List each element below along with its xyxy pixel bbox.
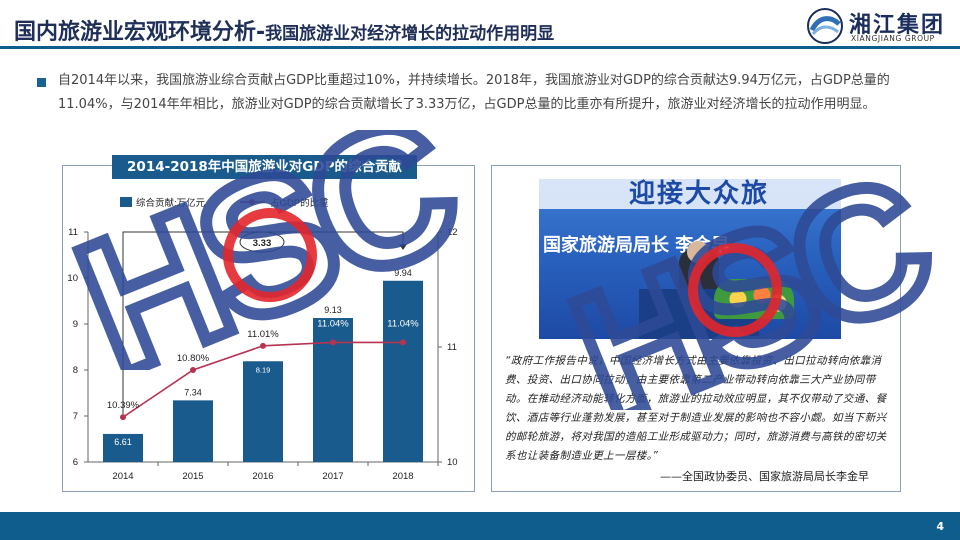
body-paragraph: 自2014年以来，我国旅游业综合贡献占GDP比重超过10%，并持续增长。2018… — [58, 73, 890, 112]
y-left-tick-label: 6 — [73, 457, 78, 468]
bar — [173, 400, 213, 462]
bar-value-label: 9.13 — [324, 305, 342, 315]
x-tick-label: 2017 — [322, 471, 343, 482]
photo-banner-text: 迎接大众旅 — [629, 179, 770, 209]
x-tick-label: 2016 — [252, 471, 273, 482]
photo-screen-text: 国家旅游局局长 李金早 — [543, 235, 730, 256]
line-value-label: 11.04% — [317, 318, 349, 329]
line-point — [400, 339, 406, 346]
legend-line-marker — [249, 199, 255, 205]
y-left-tick-label: 7 — [73, 411, 78, 422]
x-tick-label: 2015 — [182, 471, 203, 482]
legend-bar-label: 综合贡献:万亿元 — [136, 197, 206, 209]
x-tick-label: 2018 — [392, 471, 413, 482]
conference-photo: 迎接大众旅 国家旅游局局长 李金早 — [539, 179, 841, 339]
line-point — [330, 339, 336, 346]
y-left-tick-label: 8 — [73, 365, 78, 376]
y-right-tick-label: 10 — [447, 457, 458, 468]
y-right-tick-label: 11 — [447, 342, 457, 353]
line-point — [260, 342, 266, 349]
line-point — [190, 367, 196, 373]
company-logo: 湘江集团 XIANGJIANG GROUP — [805, 6, 955, 46]
line-value-label: 11.01% — [247, 329, 279, 340]
logo-english: XIANGJIANG GROUP — [851, 34, 935, 43]
bar — [383, 280, 423, 462]
line-point — [120, 414, 126, 421]
bar — [103, 433, 143, 462]
y-left-tick-label: 9 — [73, 319, 78, 330]
speaker-head — [687, 241, 709, 263]
annotation-label: 3.33 — [253, 238, 272, 249]
page-title: 国内旅游业宏观环境分析-我国旅游业对经济增长的拉动作用明显 — [14, 14, 554, 46]
photo-banner — [539, 179, 841, 209]
page-subtitle: 我国旅游业对经济增长的拉动作用明显 — [265, 24, 555, 44]
x-tick-label: 2014 — [112, 471, 133, 482]
quote-attribution: ——全国政协委员、国家旅游局局长李金早 — [660, 470, 869, 483]
bar — [243, 361, 283, 462]
legend-bar-swatch — [120, 197, 132, 207]
title-divider — [0, 46, 960, 49]
y-right-tick-label: 12 — [447, 227, 458, 238]
bar-value-label: 7.34 — [184, 387, 202, 397]
bracket-arrow-icon — [399, 244, 407, 250]
bar-value-label: 8.19 — [256, 365, 271, 374]
page-title-main: 国内旅游业宏观环境分析- — [14, 20, 266, 45]
footer-bar: 4 — [0, 512, 960, 540]
logo-name: 湘江集团 — [849, 13, 946, 38]
chart-title: 2014-2018年中国旅游业对GDP的综合贡献 — [112, 155, 417, 179]
logo-emblem-icon — [807, 8, 843, 44]
bar-value-label: 6.61 — [114, 437, 132, 447]
flower-arrangement — [714, 279, 794, 319]
y-left-tick-label: 11 — [68, 227, 78, 238]
page-number: 4 — [936, 520, 944, 533]
legend-line-label: 占GDP的比重 — [270, 197, 329, 209]
bullet-square-icon — [37, 78, 46, 87]
line-value-label: 11.04% — [387, 318, 419, 329]
quote-text: “政府工作报告中说，中国经济增长方式由主要依靠投资、出口拉动转向依靠消费、投资、… — [505, 355, 887, 462]
y-left-tick-label: 10 — [67, 273, 78, 284]
bar-value-label: 9.94 — [394, 268, 412, 278]
line-value-label: 10.80% — [177, 353, 210, 364]
